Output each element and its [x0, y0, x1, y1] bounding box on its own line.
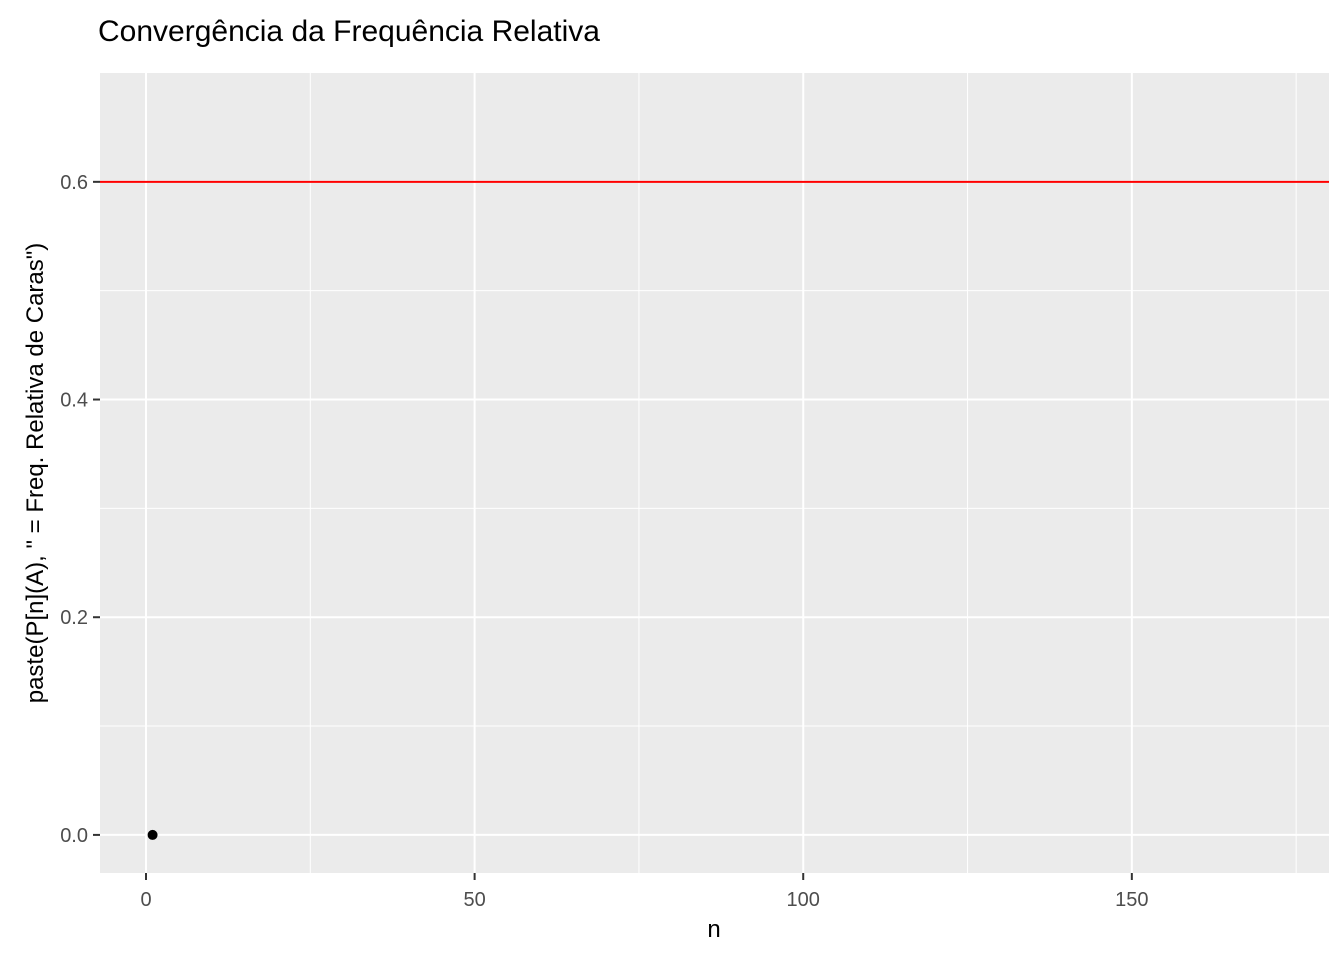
x-tick-label-0: 0 — [140, 889, 151, 911]
x-tick-label-2: 100 — [787, 889, 820, 911]
y-axis: 0.0 0.2 0.4 0.6 — [60, 172, 100, 847]
data-point-0 — [147, 829, 158, 840]
x-axis-title: n — [707, 916, 720, 943]
data-points — [147, 829, 158, 840]
y-axis-title: paste(P[n](A), " = Freq. Relativa de Car… — [22, 243, 49, 704]
chart-title: Convergência da Frequência Relativa — [98, 15, 600, 48]
y-tick-label-2: 0.4 — [60, 390, 88, 412]
plot-panel — [100, 73, 1329, 873]
y-tick-label-0: 0.0 — [60, 825, 88, 847]
x-tick-label-3: 150 — [1115, 889, 1148, 911]
x-axis: 0 50 100 150 — [140, 873, 1149, 911]
minor-gridlines — [100, 73, 1329, 873]
y-tick-label-1: 0.2 — [60, 607, 88, 629]
y-tick-label-3: 0.6 — [60, 172, 88, 194]
x-tick-label-1: 50 — [463, 889, 485, 911]
